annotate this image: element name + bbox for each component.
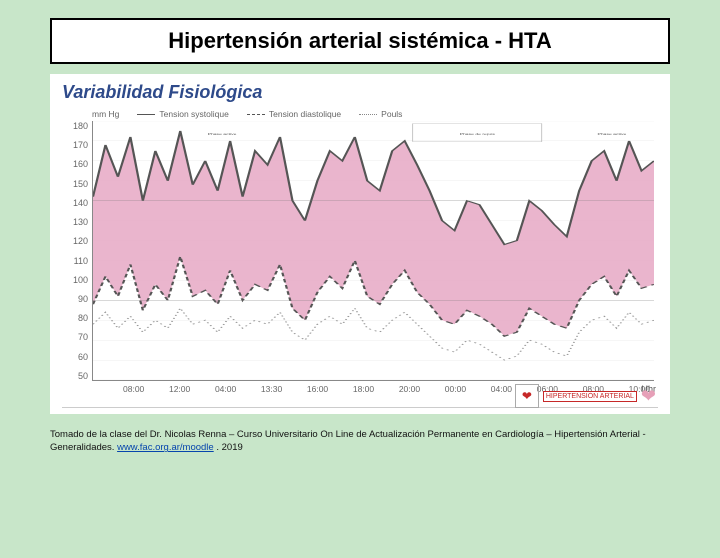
plot-svg: Phase active Phase de repos Phase active bbox=[93, 121, 654, 380]
legend-label: Tension systolique bbox=[159, 109, 228, 119]
x-tick: 04:00 bbox=[215, 384, 236, 394]
y-tick: 120 bbox=[62, 236, 88, 246]
chart-subtitle: Variabilidad Fisiológica bbox=[62, 82, 658, 103]
legend-label: Pouls bbox=[381, 109, 402, 119]
legend-swatch bbox=[247, 114, 265, 115]
legend-swatch bbox=[137, 114, 155, 115]
slide-title-box: Hipertensión arterial sistémica - HTA bbox=[50, 18, 670, 64]
credit-line1: Tomado de la clase del Dr. Nicolas Renna… bbox=[50, 429, 646, 440]
plot: Phase activePhase de reposPhase active 0… bbox=[92, 121, 654, 381]
y-tick: 60 bbox=[62, 352, 88, 362]
y-tick: 110 bbox=[62, 256, 88, 266]
y-axis: 180 170 160 150 140 130 120 110 100 90 80 70 60 50 bbox=[62, 121, 88, 381]
y-tick: 90 bbox=[62, 294, 88, 304]
y-tick: 160 bbox=[62, 159, 88, 169]
x-tick: 12:00 bbox=[169, 384, 190, 394]
legend-diastolic: Tension diastolique bbox=[247, 109, 341, 119]
x-tick: 13:30 bbox=[261, 384, 282, 394]
legend-pulse: Pouls bbox=[359, 109, 402, 119]
x-tick: 08:00 bbox=[123, 384, 144, 394]
footer-logo: ❤ HIPERTENSIÓN ARTERIAL ❤ bbox=[515, 384, 656, 408]
x-tick: 20:00 bbox=[399, 384, 420, 394]
x-tick: 00:00 bbox=[445, 384, 466, 394]
y-tick: 140 bbox=[62, 198, 88, 208]
y-tick: 150 bbox=[62, 179, 88, 189]
legend-label: Tension diastolique bbox=[269, 109, 341, 119]
svg-text:Phase de repos: Phase de repos bbox=[460, 133, 495, 136]
y-tick: 170 bbox=[62, 140, 88, 150]
y-tick: 180 bbox=[62, 121, 88, 131]
y-tick: 50 bbox=[62, 371, 88, 381]
chart-panel: Variabilidad Fisiológica mm Hg Tension s… bbox=[50, 74, 670, 414]
legend-systolic: Tension systolique bbox=[137, 109, 228, 119]
y-tick: 130 bbox=[62, 217, 88, 227]
legend-swatch bbox=[359, 114, 377, 115]
x-tick: 18:00 bbox=[353, 384, 374, 394]
svg-text:Phase active: Phase active bbox=[208, 133, 237, 136]
logo-icon: ❤ bbox=[515, 384, 539, 408]
svg-text:Phase active: Phase active bbox=[598, 133, 627, 136]
credit-line2b: . 2019 bbox=[214, 442, 243, 453]
y-tick: 100 bbox=[62, 275, 88, 285]
heart-icon: ❤ bbox=[641, 386, 656, 407]
x-tick: 04:00 bbox=[491, 384, 512, 394]
plot-area: 180 170 160 150 140 130 120 110 100 90 80 70 60 50 Ph… bbox=[62, 121, 658, 381]
y-unit-label: mm Hg bbox=[92, 109, 119, 119]
credit-text: Tomado de la clase del Dr. Nicolas Renna… bbox=[50, 428, 670, 455]
y-tick: 70 bbox=[62, 332, 88, 342]
y-unit-and-legend: mm Hg Tension systolique Tension diastol… bbox=[92, 109, 658, 119]
slide-title: Hipertensión arterial sistémica - HTA bbox=[168, 28, 552, 53]
credit-line2a: Generalidades. bbox=[50, 442, 117, 453]
logo-text: HIPERTENSIÓN ARTERIAL bbox=[543, 391, 637, 402]
x-tick: 16:00 bbox=[307, 384, 328, 394]
credit-link[interactable]: www.fac.org.ar/moodle bbox=[117, 442, 214, 453]
y-tick: 80 bbox=[62, 313, 88, 323]
